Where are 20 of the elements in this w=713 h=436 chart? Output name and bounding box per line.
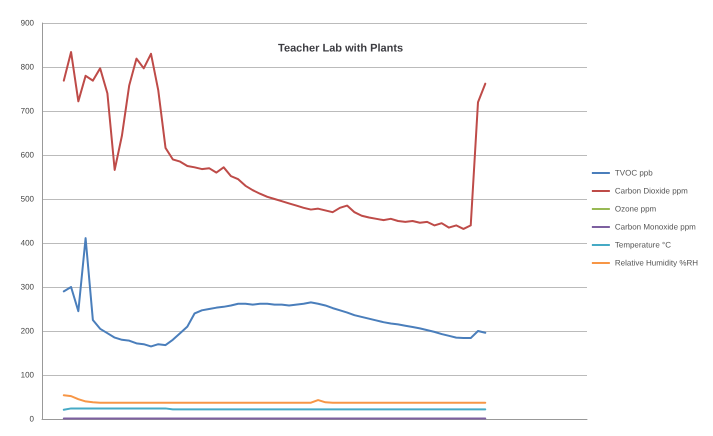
line-series [62,237,486,348]
text: Teacher Lab with Plants [278,42,404,54]
legend-label: Carbon Dioxide ppm [614,186,688,196]
y-tick-label: 800 [20,62,35,72]
legend-label: TVOC ppb [614,168,654,178]
y-tick-label: 500 [20,194,35,204]
legend-label: Carbon Monoxide ppm [614,222,696,232]
line-series [62,51,486,230]
y-tick-label: 700 [20,106,35,116]
legend-label: Temperature °C [614,240,672,250]
y-tick-label: 200 [20,326,35,336]
y-tick-label: 400 [20,238,35,248]
y-tick-label: 100 [20,370,35,380]
legend-label: Ozone ppm [614,204,657,214]
legend-label: Relative Humidity %RH [614,258,698,268]
y-tick-label: 600 [20,150,35,160]
y-tick-label: 300 [20,282,35,292]
line-series [62,394,486,404]
y-tick-label: 0 [30,414,35,424]
y-tick-label: 900 [20,18,35,28]
